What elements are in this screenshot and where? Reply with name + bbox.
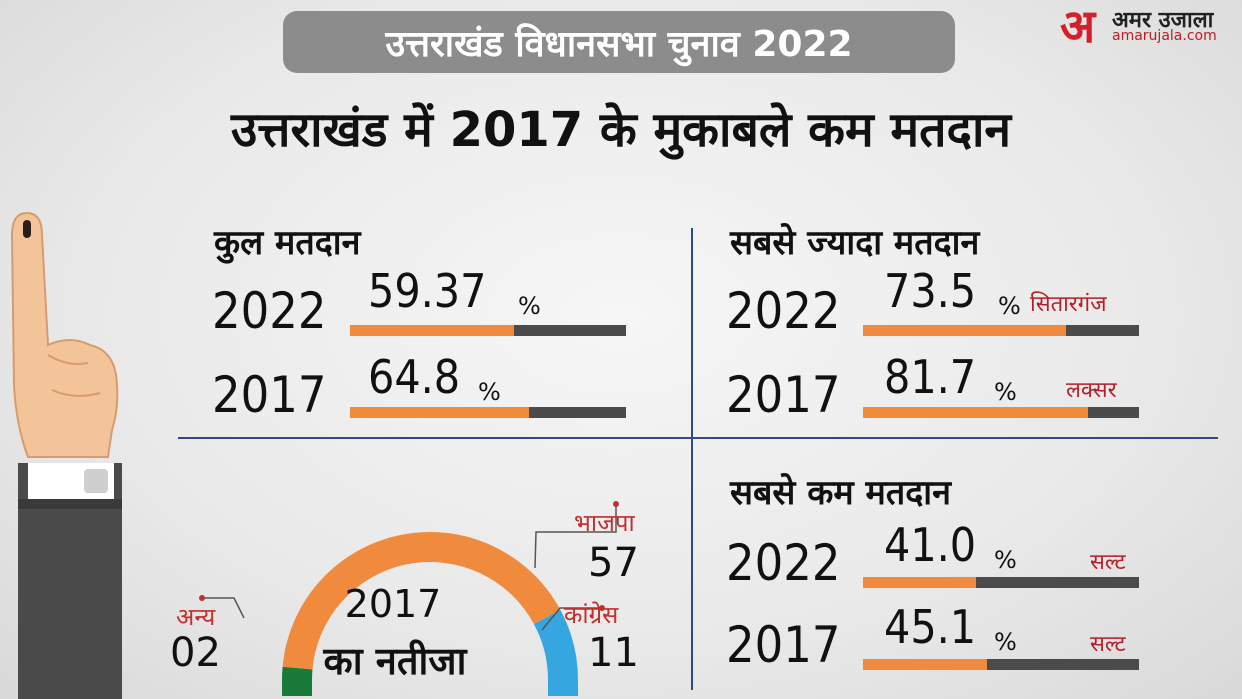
- congress-leader-dot: [599, 605, 605, 611]
- highest-2017-place: लक्सर: [1066, 378, 1117, 403]
- lowest-2022-place: सल्ट: [1090, 550, 1126, 575]
- congress-arc-base: [548, 680, 578, 696]
- total-2017-value: 64.8: [368, 350, 461, 404]
- amar-ujala-logo-url: amarujala.com: [1112, 28, 1217, 44]
- total-2022-year: 2022: [212, 282, 327, 340]
- total-2022-bar: [350, 325, 514, 336]
- total-2022-value: 59.37: [368, 264, 487, 318]
- bjp-arc: [282, 532, 561, 670]
- bjp-leader-line: [534, 506, 617, 569]
- lowest-2017-year: 2017: [726, 616, 841, 674]
- total-2017-bar-track: [350, 407, 626, 418]
- lowest-2017-value: 45.1: [884, 600, 977, 654]
- highest-turnout-title: सबसे ज्यादा मतदान: [730, 223, 980, 263]
- highest-2022-unit: %: [998, 292, 1021, 320]
- donut-center-label: का नतीजा: [323, 639, 467, 683]
- vertical-divider: [691, 228, 693, 690]
- others-leader-line: [202, 597, 245, 619]
- total-2022-bar-track: [350, 325, 626, 336]
- lowest-2022-bar: [863, 577, 977, 588]
- congress-leader-line: [541, 607, 600, 631]
- others-leader-dot: [199, 595, 205, 601]
- donut-center-year: 2017: [344, 582, 442, 626]
- bjp-leader-dot: [613, 501, 619, 507]
- election-title-pill: उत्तराखंड विधानसभा चुनाव 2022: [283, 11, 955, 73]
- lowest-2022-unit: %: [994, 546, 1017, 574]
- amar-ujala-logo-name: अमर उजाला: [1112, 8, 1214, 33]
- highest-2022-bar-track: [863, 325, 1139, 336]
- seat-result-donut: [199, 501, 619, 696]
- congress-arc: [533, 609, 578, 681]
- lowest-2017-place: सल्ट: [1090, 632, 1126, 657]
- others-label: अन्य: [176, 603, 216, 631]
- highest-2022-value: 73.5: [884, 264, 977, 318]
- highest-2017-bar-track: [863, 407, 1139, 418]
- congress-label: कांग्रेस: [564, 601, 619, 629]
- lowest-2017-bar: [863, 659, 988, 670]
- total-2022-unit: %: [518, 292, 541, 320]
- others-seats: 02: [170, 630, 221, 676]
- lowest-turnout-title: सबसे कम मतदान: [730, 473, 951, 513]
- highest-2017-value: 81.7: [884, 350, 977, 404]
- highest-2022-bar: [863, 325, 1066, 336]
- page-headline: उत्तराखंड में 2017 के मुकाबले कम मतदान: [230, 102, 1012, 158]
- amar-ujala-logo-mark: अ: [1060, 0, 1096, 53]
- others-arc: [282, 666, 313, 681]
- highest-2022-year: 2022: [726, 282, 841, 340]
- bjp-label: भाजपा: [574, 509, 635, 537]
- bjp-seats: 57: [588, 540, 639, 586]
- lowest-2022-year: 2022: [726, 534, 841, 592]
- lowest-2022-value: 41.0: [884, 518, 977, 572]
- congress-seats: 11: [588, 630, 639, 676]
- total-2017-bar: [350, 407, 529, 418]
- total-turnout-title: कुल मतदान: [214, 223, 361, 263]
- highest-2017-bar: [863, 407, 1089, 418]
- lowest-2022-bar-track: [863, 577, 1139, 588]
- others-arc-base: [282, 680, 312, 696]
- highest-2022-place: सितारगंज: [1030, 292, 1107, 317]
- lowest-2017-unit: %: [994, 628, 1017, 656]
- highest-2017-year: 2017: [726, 366, 841, 424]
- total-2017-unit: %: [478, 378, 501, 406]
- highest-2017-unit: %: [994, 378, 1017, 406]
- voting-finger-icon: [10, 211, 122, 699]
- total-2017-year: 2017: [212, 366, 327, 424]
- horizontal-divider: [178, 437, 1218, 439]
- lowest-2017-bar-track: [863, 659, 1139, 670]
